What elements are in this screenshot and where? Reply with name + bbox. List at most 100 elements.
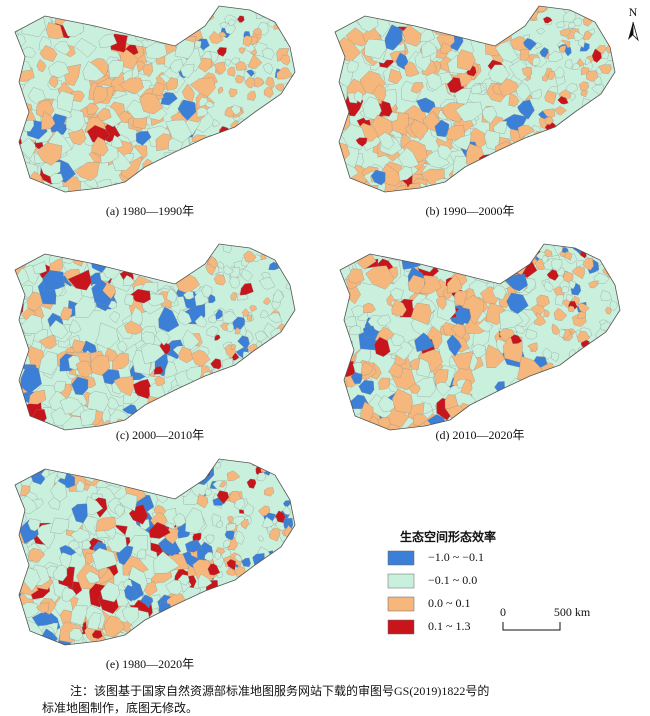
region	[116, 340, 128, 353]
region	[194, 604, 215, 632]
region	[376, 314, 392, 327]
region	[198, 154, 207, 167]
region	[282, 505, 292, 516]
region	[470, 7, 488, 26]
region	[271, 166, 286, 176]
region	[591, 84, 604, 95]
region	[92, 7, 109, 29]
region	[600, 290, 613, 302]
region	[214, 156, 228, 169]
region	[499, 171, 521, 192]
region	[246, 421, 255, 430]
region	[340, 380, 348, 401]
region	[165, 265, 175, 276]
region	[201, 284, 213, 298]
region	[59, 244, 82, 253]
region	[236, 182, 245, 190]
region	[372, 84, 386, 102]
region	[47, 244, 73, 255]
region	[473, 178, 485, 191]
region	[259, 277, 276, 290]
region	[457, 49, 476, 71]
region	[202, 6, 213, 14]
region	[529, 167, 541, 180]
region	[503, 152, 519, 165]
region	[15, 459, 25, 468]
region	[209, 165, 225, 183]
region	[491, 180, 505, 192]
region	[353, 90, 364, 104]
region	[280, 252, 294, 266]
region	[87, 612, 102, 631]
region	[451, 351, 474, 371]
region	[275, 419, 286, 428]
region	[396, 244, 419, 261]
region	[230, 57, 241, 65]
region	[581, 105, 594, 121]
maps: (a) 1980—1990年 (b) 1990—2000年 (c) 2000—201…	[14, 5, 621, 671]
region	[208, 600, 218, 609]
region	[88, 6, 100, 15]
region	[503, 17, 515, 29]
region	[221, 401, 229, 410]
region	[544, 412, 557, 426]
region	[236, 165, 251, 183]
region	[61, 586, 77, 603]
region	[577, 311, 586, 319]
region	[546, 144, 554, 153]
legend-label: −1.0 ~ −0.1	[428, 550, 484, 564]
region	[246, 399, 255, 408]
region	[195, 633, 213, 645]
region	[96, 459, 111, 469]
region	[268, 365, 283, 377]
region	[189, 414, 201, 429]
region	[50, 517, 70, 534]
region	[335, 163, 343, 179]
region	[228, 88, 238, 98]
region	[168, 179, 182, 192]
region	[57, 468, 67, 480]
region	[208, 629, 219, 637]
region	[231, 104, 241, 115]
region	[139, 93, 163, 115]
region	[508, 153, 529, 175]
region	[275, 337, 290, 347]
region	[139, 6, 160, 24]
region	[192, 621, 203, 634]
region	[335, 6, 341, 14]
region	[131, 244, 147, 256]
region	[28, 389, 47, 405]
region	[261, 562, 270, 571]
region	[454, 290, 468, 307]
region	[497, 182, 510, 192]
region	[547, 160, 557, 168]
region	[140, 594, 154, 609]
region	[155, 244, 176, 264]
region	[477, 319, 493, 333]
region	[273, 150, 283, 162]
region	[340, 249, 350, 265]
region	[578, 37, 586, 49]
region	[270, 189, 278, 192]
region	[158, 306, 180, 333]
region	[167, 626, 188, 644]
region	[139, 640, 154, 645]
region	[114, 503, 125, 518]
region	[475, 181, 491, 192]
region	[278, 16, 290, 30]
region	[103, 615, 126, 638]
legend-title: 生态空间形态效率	[400, 529, 496, 544]
region	[48, 496, 61, 510]
region	[466, 244, 483, 250]
region	[189, 627, 200, 639]
region	[503, 167, 523, 187]
region	[550, 372, 560, 382]
map-panel	[339, 243, 621, 431]
region	[100, 581, 120, 603]
region	[410, 302, 432, 326]
region	[77, 459, 94, 465]
region	[555, 401, 565, 409]
region	[271, 170, 281, 179]
region	[555, 294, 564, 306]
region	[15, 102, 28, 120]
